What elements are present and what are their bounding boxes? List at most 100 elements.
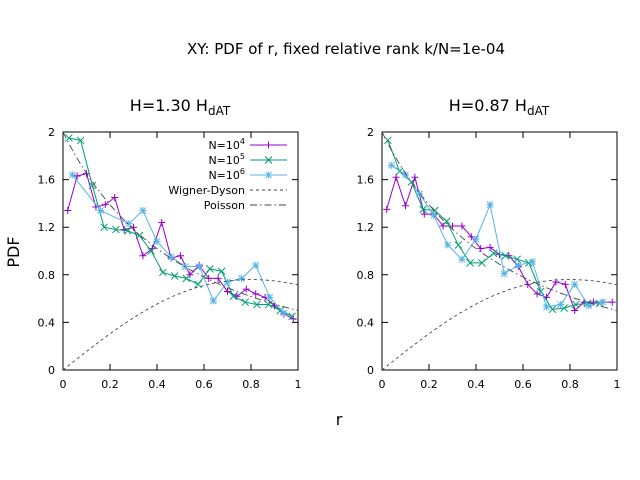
left-chart-panel: H=1.30 HdAT 0 0.2 0.4 0.6 0.8 1 0 0.4 0.8 1.2 1.6 2 — [38, 96, 302, 391]
left-poisson-curve — [62, 131, 299, 311]
right-series-n5-point — [466, 259, 474, 267]
left-series-n4-point — [148, 245, 156, 253]
left-series-n4-point — [186, 271, 194, 279]
left-series-n5-point — [206, 264, 214, 273]
right-series-n4-point — [411, 173, 419, 181]
left-plot-frame — [62, 131, 299, 371]
right-series-n5-point — [489, 249, 498, 258]
right-series-n6-point — [528, 258, 536, 266]
right-series-n4-point — [571, 307, 579, 314]
left-series-n4-point — [252, 290, 260, 298]
right-series-n5-point — [454, 241, 463, 249]
left-series-n4-point — [224, 287, 231, 295]
right-x-tick-label: 0 — [379, 378, 386, 391]
right-series-n6-point — [585, 302, 593, 310]
left-panel-title-main: H=1.30 H — [130, 96, 208, 115]
left-series-n6-point — [167, 253, 175, 261]
left-series-n5-point — [194, 280, 202, 289]
left-x-tick-label: 1 — [295, 378, 302, 391]
right-series-n5-point — [442, 217, 451, 226]
left-x-tick-label: 0 — [60, 378, 67, 391]
right-series-n4-point — [608, 298, 616, 306]
right-series-n5-point — [513, 255, 521, 264]
left-series-n5-point — [241, 298, 249, 307]
right-series-n4-point — [439, 222, 447, 230]
left-series-n5-point — [88, 181, 97, 190]
figure-title: XY: PDF of r, fixed relative rank k/N=1e… — [187, 40, 505, 58]
left-x-tick-label: 0.4 — [148, 378, 166, 391]
right-y-tick-label: 0.4 — [357, 316, 375, 329]
left-series-n4-point — [73, 172, 81, 180]
left-series-n5-point — [288, 312, 296, 321]
legend-label-exponent: 5 — [240, 152, 245, 161]
right-series-n6-point — [599, 298, 607, 306]
left-series-n4-point — [242, 285, 250, 293]
left-series-n6-point — [153, 237, 161, 245]
left-series-n6-point — [238, 274, 246, 282]
left-y-tick-label: 0.8 — [38, 269, 56, 282]
right-x-tick-label: 0.8 — [561, 378, 579, 391]
left-series-n6-point — [209, 297, 217, 305]
left-series-n5-line — [68, 137, 293, 317]
right-x-tick-label: 1 — [614, 378, 621, 391]
left-series-n4-point — [101, 201, 109, 209]
left-series-n5-point — [159, 268, 167, 277]
right-series-n6-point — [500, 270, 508, 278]
right-y-tick-label: 1.6 — [357, 174, 375, 187]
right-chart-panel: H=0.87 HdAT 0 0.2 0.4 0.6 0.8 1 0 0.4 0.8 1.2 1.6 2 — [357, 96, 621, 391]
right-series-n6-point — [444, 241, 452, 249]
left-series-n5-point — [170, 272, 179, 280]
right-poisson-curve — [381, 131, 618, 311]
left-y-tick-label: 1.6 — [38, 174, 56, 187]
right-series-n4-point — [458, 222, 466, 230]
right-series-n4-point — [533, 290, 541, 298]
left-x-tick-label: 0.2 — [101, 378, 119, 391]
left-series-n5-point — [264, 300, 273, 309]
legend-label-base: N=10 — [208, 169, 239, 182]
right-series-n6-point — [472, 235, 480, 243]
right-series-n5-point — [478, 259, 486, 267]
left-series-n6-point — [195, 262, 203, 270]
right-x-tick-label: 0.6 — [514, 378, 532, 391]
legend-marker-n5 — [264, 156, 273, 164]
left-series-n5-point — [65, 134, 73, 142]
left-series-n4-point — [139, 252, 147, 260]
right-wigner-dyson-curve — [381, 279, 618, 371]
left-y-tick-label: 2 — [48, 126, 55, 139]
left-series-n5-point — [112, 225, 120, 234]
left-series-n6-point — [266, 293, 274, 301]
left-series-n5-point — [100, 223, 108, 232]
right-panel-title-main: H=0.87 H — [449, 96, 527, 115]
right-panel-title: H=0.87 HdAT — [449, 96, 550, 118]
left-series-n5-point — [147, 247, 155, 255]
left-series-n6-point — [125, 220, 133, 228]
right-series-n4-point — [420, 210, 428, 218]
left-series-n6-point — [139, 207, 147, 215]
legend-label-n6: N=106 — [208, 167, 245, 182]
left-series-n6-point — [97, 207, 105, 215]
right-series-n5-point — [419, 205, 427, 214]
right-series-n5-point — [384, 136, 392, 145]
right-series-n4-point — [552, 278, 560, 286]
legend-label-wd: Wigner-Dyson — [168, 184, 245, 197]
left-panel-title-sub: dAT — [208, 104, 231, 118]
left-x-tick-label: 0.6 — [195, 378, 213, 391]
right-series-n4-point — [449, 222, 456, 230]
right-series-n4-point — [383, 205, 391, 213]
right-y-tick-label: 2 — [367, 126, 374, 139]
right-series-n6-point — [458, 255, 466, 263]
left-y-tick-label: 1.2 — [38, 221, 56, 234]
right-series-n6-point — [514, 261, 522, 269]
right-series-n5-point — [501, 251, 510, 260]
legend-label-n4: N=104 — [208, 137, 245, 152]
legend-marker-n4 — [265, 141, 272, 149]
right-series-n6-point — [416, 190, 424, 198]
left-series-n4-point — [64, 207, 72, 215]
left-x-tick-label: 0.8 — [242, 378, 260, 391]
legend-label-base: N=10 — [208, 139, 239, 152]
left-series-n5-point — [123, 226, 132, 235]
left-y-tick-label: 0 — [48, 364, 55, 377]
left-wigner-dyson-curve — [62, 279, 299, 371]
right-plot-frame — [381, 131, 618, 371]
